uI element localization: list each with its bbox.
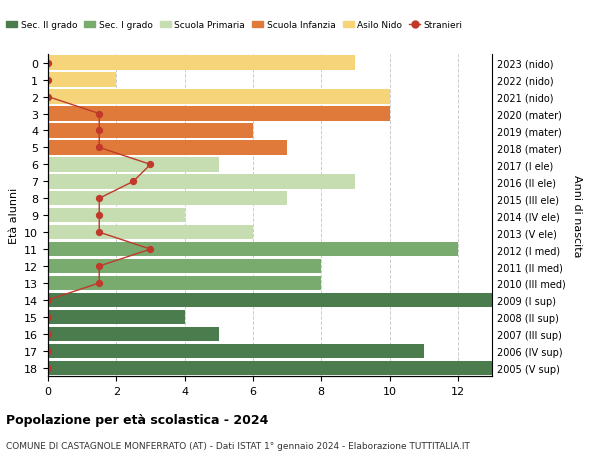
Point: [94, 128, 104, 135]
Bar: [48, 56, 355, 71]
Point: [94, 212, 104, 219]
Bar: [48, 259, 321, 274]
Point: [94, 263, 104, 270]
Bar: [48, 175, 355, 189]
Point: [94, 145, 104, 152]
Bar: [48, 158, 219, 172]
Bar: [48, 141, 287, 155]
Bar: [48, 107, 389, 122]
Point: [146, 246, 155, 253]
Point: [128, 178, 138, 185]
Legend: Sec. II grado, Sec. I grado, Scuola Primaria, Scuola Infanzia, Asilo Nido, Stran: Sec. II grado, Sec. I grado, Scuola Prim…: [2, 18, 466, 34]
Bar: [48, 344, 424, 358]
Bar: [48, 310, 185, 325]
Bar: [48, 242, 458, 257]
Bar: [48, 90, 389, 105]
Point: [94, 229, 104, 236]
Point: [94, 280, 104, 287]
Point: [43, 60, 53, 67]
Point: [43, 347, 53, 355]
Bar: [48, 192, 287, 206]
Bar: [48, 124, 253, 138]
Bar: [48, 225, 253, 240]
Point: [43, 94, 53, 101]
Point: [43, 297, 53, 304]
Point: [94, 111, 104, 118]
Point: [43, 330, 53, 338]
Point: [43, 313, 53, 321]
Bar: [48, 276, 321, 291]
Point: [43, 77, 53, 84]
Point: [146, 161, 155, 168]
Y-axis label: Età alunni: Età alunni: [8, 188, 19, 244]
Bar: [48, 293, 492, 308]
Bar: [48, 327, 219, 341]
Point: [43, 364, 53, 372]
Text: Popolazione per età scolastica - 2024: Popolazione per età scolastica - 2024: [6, 413, 268, 426]
Point: [94, 195, 104, 202]
Text: COMUNE DI CASTAGNOLE MONFERRATO (AT) - Dati ISTAT 1° gennaio 2024 - Elaborazione: COMUNE DI CASTAGNOLE MONFERRATO (AT) - D…: [6, 441, 470, 450]
Y-axis label: Anni di nascita: Anni di nascita: [572, 174, 582, 257]
Bar: [48, 208, 185, 223]
Bar: [48, 73, 116, 88]
Bar: [48, 361, 492, 375]
